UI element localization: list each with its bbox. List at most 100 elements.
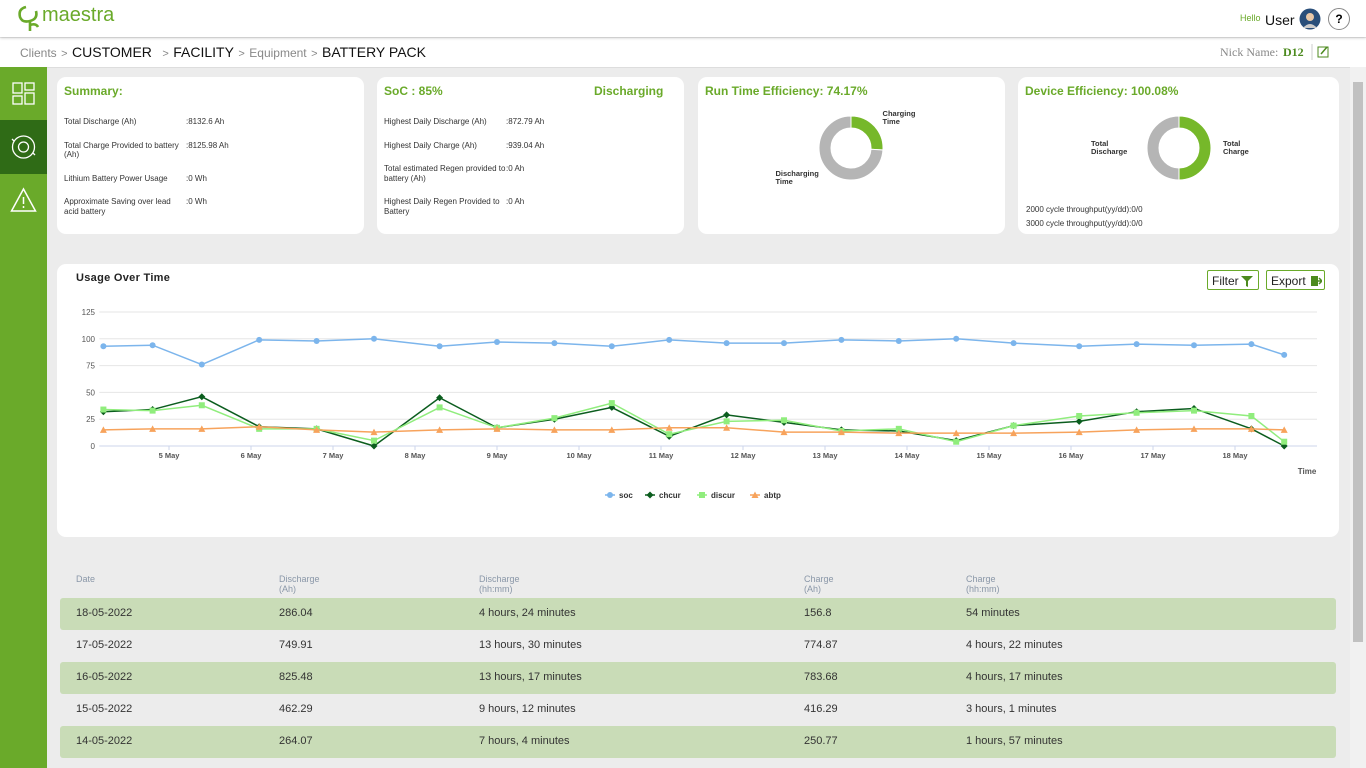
crumb-sep: > (311, 48, 318, 60)
data-point (1248, 341, 1255, 348)
table-cell: 54 minutes (966, 607, 1020, 619)
active-item[interactable] (0, 120, 47, 174)
legend-label: discur (711, 491, 735, 500)
table-cell: 156.8 (804, 607, 832, 619)
data-point (1076, 412, 1083, 419)
data-point (895, 425, 902, 432)
data-point (551, 415, 558, 422)
info-label: Highest Daily Charge (Ah) (384, 140, 477, 150)
data-point (436, 343, 443, 350)
data-point (198, 361, 205, 368)
logo-text: maestra (42, 4, 115, 26)
data-point (436, 394, 444, 402)
data-point (666, 336, 673, 343)
summary-rows: Total Discharge (Ah):8132.6 Ah Total Char… (64, 117, 229, 230)
table-cell: 17-05-2022 (76, 639, 133, 651)
data-point (895, 429, 903, 437)
table-cell: 783.68 (804, 671, 838, 683)
data-point (781, 340, 787, 347)
data-point (1190, 425, 1198, 432)
crumb[interactable]: FACILITY (173, 44, 234, 60)
device-icon[interactable] (11, 135, 36, 159)
nickname-value: D12 (1283, 45, 1304, 59)
x-tick-label: 14 May (894, 451, 920, 460)
info-row: Total Discharge (Ah):8132.6 Ah (64, 117, 229, 127)
crumb[interactable]: CUSTOMER (72, 44, 152, 60)
info-label: Approximate Saving over lead acid batter… (64, 197, 171, 216)
crumb[interactable]: Equipment (249, 46, 307, 60)
table-cell: 9 hours, 12 minutes (479, 703, 576, 715)
x-tick-label: 16 May (1058, 451, 1084, 460)
table-cell: 7 hours, 4 minutes (479, 735, 570, 747)
data-point (149, 407, 156, 414)
alert-icon[interactable] (10, 187, 37, 212)
greeting: Hello (1240, 13, 1261, 23)
table-cell: 264.07 (279, 735, 313, 747)
data-point (313, 426, 321, 433)
filter-button[interactable]: Filter (1207, 270, 1259, 290)
export-icon (1311, 276, 1322, 286)
donut-slice (850, 115, 884, 151)
info-value: :0 Wh (186, 197, 207, 206)
device-note: 2000 cycle throughput(yy/dd):0/0 (1026, 205, 1143, 214)
export-button[interactable]: Export (1266, 270, 1325, 290)
dashboard-icon[interactable] (12, 82, 35, 105)
data-point (1248, 412, 1255, 419)
data-point (837, 428, 845, 436)
data-point (1281, 438, 1288, 445)
data-point (608, 426, 616, 433)
data-point (608, 343, 615, 350)
data-point (723, 340, 730, 347)
soc-status: Discharging (594, 84, 664, 98)
card-title: Summary: (64, 84, 123, 98)
scroll-thumb[interactable] (1353, 82, 1363, 642)
data-point (953, 438, 960, 445)
crumb-sep: > (238, 48, 245, 60)
data-point (198, 393, 206, 401)
scrollbar[interactable] (1350, 67, 1366, 768)
legend-marker (699, 492, 705, 498)
table-row: 16-05-2022 825.48 13 hours, 17 minutes 783.… (60, 662, 1336, 694)
x-tick-label: 6 May (241, 451, 263, 460)
crumb-sep: > (61, 48, 68, 60)
legend-label: chcur (659, 491, 681, 500)
data-point (494, 339, 500, 346)
series-line (103, 338, 1285, 366)
table-cell: 774.87 (804, 639, 838, 651)
x-tick-label: 12 May (730, 451, 756, 460)
x-tick-label: 17 May (1140, 451, 1166, 460)
table-cell: 4 hours, 17 minutes (966, 671, 1063, 683)
info-row: Highest Daily Regen Provided to Battery:… (384, 197, 544, 216)
info-value: :0 Ah (506, 197, 525, 206)
info-value: :939.04 Ah (506, 140, 545, 150)
data-point (493, 425, 501, 432)
legend-label: abtp (764, 491, 781, 500)
nickname-label: Nick Name: (1220, 45, 1279, 59)
data-point (1133, 409, 1140, 416)
breadcrumb: Clients > CUSTOMER > FACILITY > Equipmen… (20, 44, 426, 62)
avatar[interactable] (1299, 8, 1321, 30)
column-header: Charge (Ah) (804, 574, 834, 594)
help-button[interactable]: ? (1328, 8, 1350, 30)
crumb[interactable]: Clients (20, 46, 57, 60)
soc-card: SoC : 85% Discharging Highest Daily Disc… (377, 77, 684, 234)
info-label: Total Charge Provided to battery (Ah) (64, 140, 179, 160)
edit-icon[interactable] (1309, 43, 1329, 61)
x-tick-label: 18 May (1222, 451, 1248, 460)
data-point (1281, 351, 1288, 358)
x-tick-label: 10 May (566, 451, 592, 460)
data-point (1191, 407, 1197, 414)
data-point (723, 411, 731, 419)
data-point (723, 418, 730, 425)
data-point (723, 424, 731, 431)
device-note: 3000 cycle throughput(yy/dd):0/0 (1026, 219, 1143, 228)
user-name[interactable]: User (1265, 12, 1295, 28)
data-point (198, 402, 205, 409)
column-header: Discharge (Ah) (279, 574, 320, 594)
x-tick-label: 8 May (405, 451, 427, 460)
info-value: :872.79 Ah (506, 117, 545, 126)
donut-chart (1146, 115, 1212, 181)
data-point (551, 340, 558, 347)
line-chart: 0 25 50 75 100 125 5 May 6 May 7 May 8 May 9 May 10… (82, 308, 1317, 500)
x-tick-label: 13 May (812, 451, 838, 460)
